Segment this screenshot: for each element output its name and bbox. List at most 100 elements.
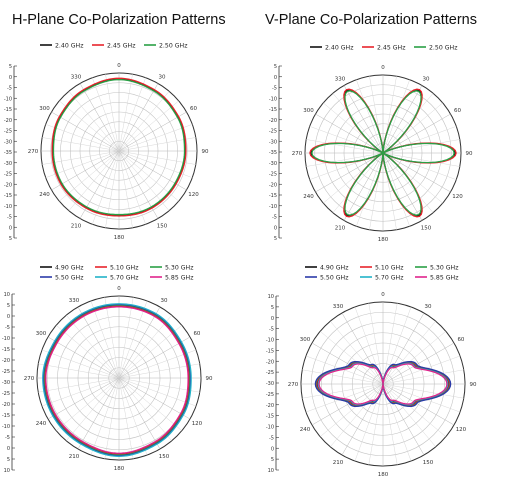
radial-axis-tick-label: -15 xyxy=(2,413,10,419)
radial-axis-tick-label: -30 xyxy=(269,161,277,167)
grid-spoke xyxy=(382,355,461,385)
angle-tick-label: 120 xyxy=(452,194,463,200)
radial-axis-tick-label: -35 xyxy=(4,150,12,156)
legend-label: 5.30 GHz xyxy=(165,265,193,272)
radial-axis-tick-label: -10 xyxy=(4,96,12,102)
grid-spoke xyxy=(382,79,410,154)
angle-tick-label: 60 xyxy=(190,106,197,112)
angle-tick-label: 0 xyxy=(117,286,121,292)
grid-spoke xyxy=(382,321,436,385)
grid-spoke xyxy=(382,383,446,437)
grid-spoke xyxy=(382,369,464,385)
radial-axis-tick-label: 0 xyxy=(7,446,10,452)
grid-spoke xyxy=(311,342,384,385)
angle-tick-label: 90 xyxy=(202,149,209,155)
angle-tick-label: 240 xyxy=(39,192,50,198)
grid-spoke xyxy=(382,152,460,167)
grid-spoke xyxy=(79,83,120,152)
grid-spoke xyxy=(118,377,134,459)
pattern-curve xyxy=(51,77,187,217)
grid-spoke xyxy=(56,377,120,431)
grid-spoke xyxy=(118,100,179,152)
radial-axis-tick-label: 5 xyxy=(271,305,274,311)
angle-tick-label: 60 xyxy=(454,108,461,114)
radial-axis-tick-label: -25 xyxy=(266,370,274,376)
angle-tick-label: 330 xyxy=(335,77,346,83)
radial-axis-tick-label: 0 xyxy=(7,314,10,320)
grid-spoke xyxy=(41,377,120,407)
grid-spoke xyxy=(118,377,182,431)
radial-axis-tick-label: -5 xyxy=(272,86,277,92)
grid-spoke xyxy=(118,349,197,379)
radial-axis-tick-label: -20 xyxy=(4,118,12,124)
legend-label: 5.85 GHz xyxy=(430,275,458,282)
radial-axis-tick-label: -20 xyxy=(266,359,274,365)
grid-spoke xyxy=(118,325,182,379)
grid-spoke xyxy=(368,303,384,385)
grid-spoke xyxy=(382,139,460,154)
radial-axis-tick-label: 0 xyxy=(274,75,277,81)
angle-tick-label: 90 xyxy=(470,382,477,388)
grid-spoke xyxy=(92,77,120,152)
legend-label: 5.70 GHz xyxy=(110,275,138,282)
angle-tick-label: 150 xyxy=(157,223,168,229)
grid-spoke xyxy=(118,377,161,450)
grid-spoke xyxy=(118,111,187,152)
radial-axis-tick-label: -35 xyxy=(269,150,277,156)
grid-spoke xyxy=(305,383,384,413)
grid-spoke xyxy=(382,383,455,426)
grid-spoke xyxy=(118,77,146,152)
grid-spoke xyxy=(382,152,434,213)
grid-spoke xyxy=(38,377,120,393)
grid-spoke xyxy=(382,85,423,154)
grid-spoke xyxy=(332,93,384,154)
grid-spoke xyxy=(382,152,423,221)
legend-label: 5.50 GHz xyxy=(55,275,83,282)
polar-chart-3: 4.90 GHz 5.10 GHz 5.30 GHz 5.50 GHz 5.70 GHz… xyxy=(2,265,213,475)
grid-spoke xyxy=(118,377,191,420)
legend-label: 4.90 GHz xyxy=(55,265,83,272)
angle-tick-label: 210 xyxy=(333,460,344,466)
grid-spoke xyxy=(330,321,384,385)
angle-tick-label: 270 xyxy=(24,376,35,382)
angle-tick-label: 60 xyxy=(457,337,464,343)
grid-spoke xyxy=(118,300,148,379)
angle-tick-label: 180 xyxy=(114,235,125,241)
grid-spoke xyxy=(104,297,120,379)
radial-axis-tick-label: -20 xyxy=(266,403,274,409)
radial-axis-tick-label: -5 xyxy=(7,86,12,92)
grid-spoke xyxy=(118,74,133,152)
grid-spoke xyxy=(341,383,384,456)
grid-spoke xyxy=(118,306,161,379)
angle-tick-label: 210 xyxy=(71,223,82,229)
radial-axis-tick-label: 10 xyxy=(268,294,274,300)
angle-tick-label: 30 xyxy=(423,77,430,83)
grid-spoke xyxy=(90,300,120,379)
grid-spoke xyxy=(41,349,120,379)
angle-tick-label: 270 xyxy=(288,382,299,388)
polar-chart-4: 4.90 GHz 5.10 GHz 5.30 GHz 5.50 GHz 5.70 GHz… xyxy=(266,265,477,479)
grid-spoke xyxy=(306,152,384,167)
legend-label: 2.45 GHz xyxy=(377,45,405,52)
angle-tick-label: 150 xyxy=(423,460,434,466)
radial-axis-tick-label: -20 xyxy=(2,358,10,364)
pattern-curve xyxy=(45,306,189,454)
grid-spoke xyxy=(47,336,120,379)
grid-spoke xyxy=(104,377,120,459)
grid-spoke xyxy=(302,369,384,385)
angle-tick-label: 210 xyxy=(69,454,80,460)
angle-tick-label: 30 xyxy=(159,75,166,81)
angle-tick-label: 300 xyxy=(300,337,311,343)
angle-tick-label: 240 xyxy=(36,421,47,427)
radial-axis-tick-label: 5 xyxy=(274,236,277,242)
polar-chart-1: 2.40 GHz 2.45 GHz 2.50 GHz 0 30 60 90 120 150 180… xyxy=(4,43,209,243)
angle-tick-label: 300 xyxy=(36,331,47,337)
radial-axis-tick-label: -25 xyxy=(2,369,10,375)
polar-chart-2: 2.40 GHz 2.45 GHz 2.50 GHz 0 30 60 90 120 150 180… xyxy=(269,45,473,244)
grid-spoke xyxy=(302,383,384,399)
h-plane-title: H-Plane Co-Polarization Patterns xyxy=(12,12,226,28)
legend-label: 2.50 GHz xyxy=(429,45,457,52)
radial-axis-tick-label: 5 xyxy=(274,64,277,70)
radial-axis-tick-label: 0 xyxy=(271,316,274,322)
angle-tick-label: 0 xyxy=(381,65,385,71)
